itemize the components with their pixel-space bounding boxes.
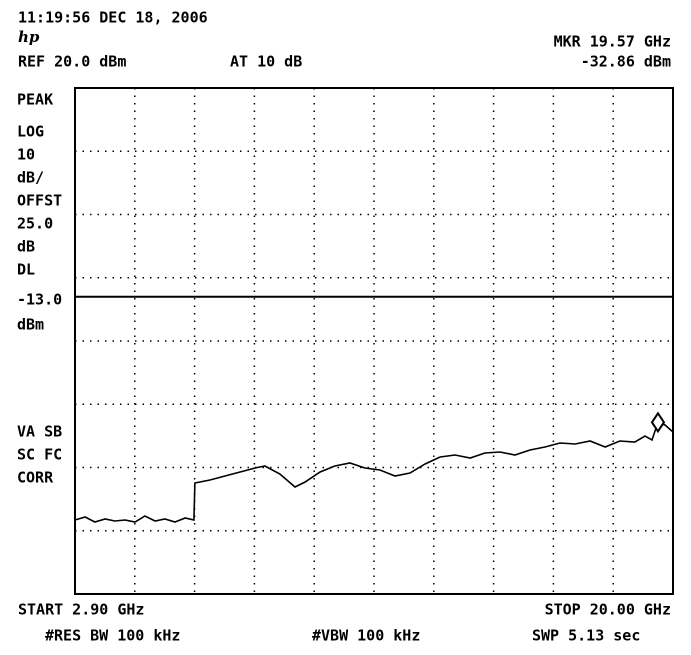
side-label: dB/ <box>17 169 44 187</box>
start-freq: START 2.90 GHz <box>18 601 144 619</box>
marker <box>650 411 666 434</box>
trace <box>74 421 674 523</box>
vbw: #VBW 100 kHz <box>312 627 420 645</box>
timestamp: 11:19:56 DEC 18, 2006 <box>18 9 208 27</box>
rbw: #RES BW 100 kHz <box>45 627 180 645</box>
side-label: VA SB <box>17 423 62 441</box>
side-label: OFFST <box>17 192 62 210</box>
side-label: CORR <box>17 469 54 487</box>
side-label: SC FC <box>17 446 62 464</box>
side-label: 25.0 <box>17 215 53 233</box>
side-label: dBm <box>17 316 44 334</box>
ref-level: REF 20.0 dBm <box>18 53 126 71</box>
attenuation: AT 10 dB <box>230 53 302 71</box>
side-label: LOG <box>17 123 44 141</box>
side-label: dB <box>17 238 35 256</box>
sweep: SWP 5.13 sec <box>532 627 640 645</box>
graticule-border <box>74 87 674 595</box>
marker-freq: MKR 19.57 GHz <box>554 33 671 51</box>
side-label: PEAK <box>17 91 53 109</box>
side-label: 10 <box>17 146 35 164</box>
side-label: DL <box>17 261 35 279</box>
marker-level: -32.86 dBm <box>581 53 671 71</box>
stop-freq: STOP 20.00 GHz <box>545 601 671 619</box>
side-label: -13.0 <box>17 291 62 309</box>
logo: hp <box>18 28 40 46</box>
